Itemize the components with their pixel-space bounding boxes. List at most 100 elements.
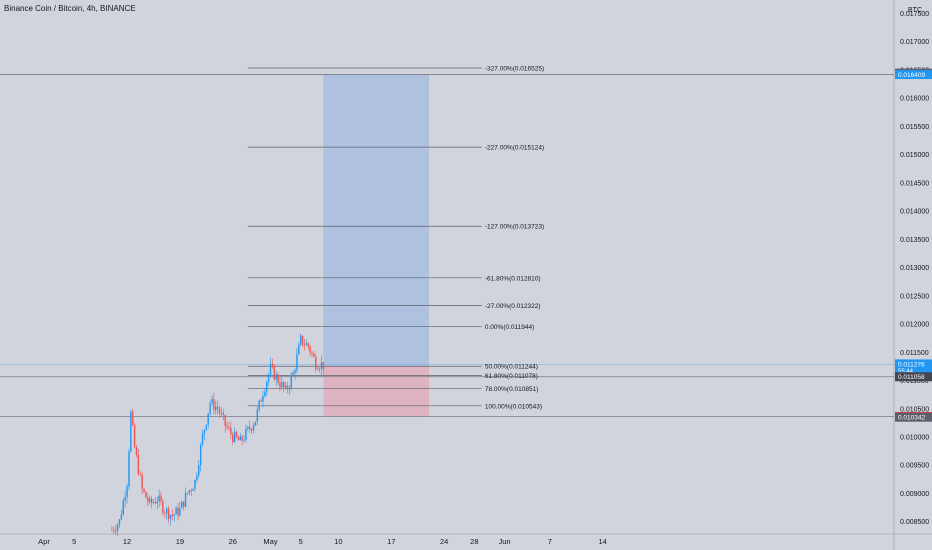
candle-body xyxy=(120,514,123,520)
candle-body xyxy=(267,374,270,382)
candle-body xyxy=(205,424,208,430)
candle-body xyxy=(154,502,157,504)
candle-body xyxy=(150,498,153,503)
y-tick-label: 0.017000 xyxy=(900,39,929,46)
candle-body xyxy=(283,382,285,388)
candle-body xyxy=(149,498,151,502)
candle-body xyxy=(143,488,145,492)
candle-body xyxy=(269,363,272,375)
candle-body xyxy=(273,366,275,380)
candle-body xyxy=(198,465,200,476)
y-tick-label: 0.009500 xyxy=(900,463,929,470)
candle-body xyxy=(182,501,185,507)
candle-body xyxy=(266,381,268,392)
candle-body xyxy=(260,400,262,402)
candle-body xyxy=(254,421,257,426)
y-tick-label: 0.011500 xyxy=(900,350,929,357)
candle-body xyxy=(222,413,225,415)
candle-body xyxy=(167,508,170,519)
candle-body xyxy=(162,501,164,513)
candle-body xyxy=(141,474,143,489)
candle-body xyxy=(199,444,202,466)
fib-level-label: 100.00%(0.010543) xyxy=(485,403,542,410)
x-tick-label: 19 xyxy=(176,537,184,546)
candle-body xyxy=(245,428,247,440)
price-axis-label-current xyxy=(895,70,932,80)
candle-body xyxy=(158,495,160,502)
y-tick-label: 0.008500 xyxy=(900,519,929,526)
candle-body xyxy=(220,413,223,414)
candle-body xyxy=(262,395,264,402)
candle-body xyxy=(181,501,183,508)
candle-body xyxy=(192,489,194,491)
candle-body xyxy=(188,490,191,494)
x-tick-label: 10 xyxy=(334,537,342,546)
fib-level-label: 50.00%(0.011244) xyxy=(485,364,538,371)
candle-body xyxy=(318,369,321,370)
candle-body xyxy=(201,433,204,445)
candle-body xyxy=(249,426,251,430)
candle-body xyxy=(303,345,306,346)
candle-body xyxy=(230,427,232,435)
candle-body xyxy=(124,497,126,501)
candle-body xyxy=(228,427,230,429)
candle-body xyxy=(126,486,128,498)
fib-level-label: 61.80%(0.011078) xyxy=(485,373,538,380)
fib-level-label: -127.00%(0.013723) xyxy=(485,224,544,231)
candle-body xyxy=(160,495,162,502)
symbol-title: Binance Coin / Bitcoin, 4h, BINANCE xyxy=(4,4,136,13)
y-tick-label: 0.015500 xyxy=(900,124,929,131)
candle-body xyxy=(122,500,124,515)
candle-body xyxy=(145,491,147,498)
candle-body xyxy=(113,529,115,531)
candle-body xyxy=(307,343,309,347)
candle-body xyxy=(298,344,300,355)
candle-body xyxy=(316,369,319,371)
candle-body xyxy=(116,524,119,531)
y-tick-label: 0.009000 xyxy=(900,491,929,498)
y-tick-label: 0.014500 xyxy=(900,180,929,187)
price-axis-label-gray xyxy=(895,412,932,422)
candle-body xyxy=(171,514,174,517)
price-axis-label-text: 0.016409 xyxy=(898,72,925,79)
candle-body xyxy=(237,437,240,441)
x-tick-label: 24 xyxy=(440,537,448,546)
candle-body xyxy=(218,408,221,414)
candle-body xyxy=(215,406,217,411)
candle-body xyxy=(194,480,196,490)
candle-body xyxy=(296,354,298,371)
candle-body xyxy=(239,436,241,441)
candle-body xyxy=(252,425,255,431)
candle-body xyxy=(152,502,155,503)
candle-body xyxy=(115,530,117,532)
candle-body xyxy=(301,335,304,346)
candle-body xyxy=(235,431,238,438)
fib-level-label: -227.00%(0.015124) xyxy=(485,145,544,152)
candle-body xyxy=(165,508,168,514)
candle-body xyxy=(300,335,302,345)
candle-body xyxy=(203,429,206,434)
candle-body xyxy=(247,426,249,429)
candle-body xyxy=(320,362,323,370)
candle-body xyxy=(169,514,172,519)
price-axis-label-text: 0.011276 xyxy=(898,361,925,368)
fib-level-label: -61.80%(0.012810) xyxy=(485,275,541,282)
candle-body xyxy=(224,414,226,426)
candle-body xyxy=(279,382,281,388)
price-axis-label-current xyxy=(895,359,932,375)
candle-body xyxy=(132,411,134,425)
candle-body xyxy=(322,362,325,369)
candle-body xyxy=(128,451,130,487)
candle-body xyxy=(226,425,228,428)
candle-body xyxy=(264,391,266,396)
candle-body xyxy=(209,403,211,414)
candle-body xyxy=(133,424,136,448)
candle-body xyxy=(184,493,187,507)
candle-body xyxy=(207,413,209,425)
x-tick-label: 7 xyxy=(548,537,552,546)
x-tick-label: 5 xyxy=(72,537,76,546)
candle-body xyxy=(211,398,213,404)
countdown-label: 55:44 xyxy=(898,369,914,375)
candle-body xyxy=(186,493,189,494)
